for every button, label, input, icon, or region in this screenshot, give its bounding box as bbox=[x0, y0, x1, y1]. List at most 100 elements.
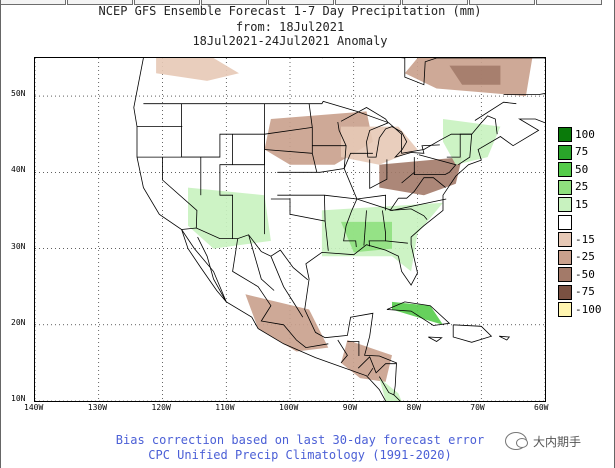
border-line-17 bbox=[162, 157, 198, 229]
lon-label-60W: 60W bbox=[534, 403, 549, 412]
lon-label-70W: 70W bbox=[470, 403, 485, 412]
forecast-init-date: from: 18Jul2021 bbox=[235, 20, 345, 34]
border-line-37 bbox=[446, 133, 473, 166]
border-line-44 bbox=[248, 234, 275, 291]
border-line-47 bbox=[357, 356, 397, 374]
wechat-icon bbox=[505, 432, 528, 450]
watermark-text: 大内期手 bbox=[533, 434, 582, 449]
legend-swatch-2 bbox=[558, 162, 572, 177]
lon-label-140W: 140W bbox=[24, 403, 44, 412]
tab-6[interactable]: Accum bbox=[402, 0, 468, 5]
border-line-0 bbox=[133, 58, 387, 401]
border-line-45 bbox=[337, 339, 348, 364]
lat-label-40N: 40N bbox=[11, 165, 26, 175]
tab-4[interactable]: Accum bbox=[268, 0, 334, 5]
legend-swatch-7 bbox=[558, 249, 572, 265]
legend-label-9: -75 bbox=[575, 285, 595, 298]
tab-8[interactable]: Accum bbox=[536, 0, 602, 5]
watermark: 大内期手 bbox=[505, 428, 615, 454]
lat-lon-grid bbox=[35, 58, 545, 401]
legend-label-0: 100 bbox=[575, 127, 595, 141]
border-line-34 bbox=[385, 240, 408, 244]
legend-label-10: -100 bbox=[575, 302, 602, 316]
tab-2[interactable]: Accum bbox=[134, 0, 200, 5]
forecast-period: 18Jul2021-24Jul2021 Anomaly bbox=[192, 34, 388, 48]
border-line-32 bbox=[363, 210, 367, 246]
border-line-14 bbox=[474, 101, 517, 121]
lon-label-130W: 130W bbox=[87, 403, 108, 412]
lon-label-80W: 80W bbox=[406, 403, 421, 412]
border-line-5 bbox=[452, 324, 493, 343]
anomaly-region-central-canada-dry bbox=[156, 58, 239, 81]
border-line-13 bbox=[503, 93, 545, 95]
legend-label-4: 15 bbox=[575, 197, 589, 211]
legend-label-2: 50 bbox=[575, 162, 589, 176]
border-line-1 bbox=[181, 229, 227, 303]
lon-label-100W: 100W bbox=[279, 403, 299, 412]
border-line-35 bbox=[369, 159, 388, 189]
anomaly-region-mexico-dry bbox=[245, 294, 329, 352]
border-line-46 bbox=[347, 341, 360, 356]
border-line-6 bbox=[428, 336, 443, 342]
anomaly-region-southwest-wet bbox=[188, 187, 271, 249]
climatology-note: CPC Unified Precip Climatology (1991-202… bbox=[148, 448, 452, 462]
anomaly-region-central-america-wet bbox=[379, 378, 402, 401]
border-line-3 bbox=[304, 278, 401, 401]
bias-correction-note: Bias correction based on last 30-day for… bbox=[115, 433, 485, 447]
left-frame-line bbox=[0, 0, 1, 468]
lat-label-50N: 50N bbox=[11, 89, 26, 99]
anomaly-region-upper-midwest-dry bbox=[341, 126, 418, 165]
anomaly-region-gulf-coast-wet bbox=[341, 221, 392, 253]
border-line-42 bbox=[232, 238, 329, 349]
legend-swatch-10 bbox=[558, 302, 572, 317]
tab-3[interactable]: Anom bbox=[201, 0, 267, 5]
anomaly-region-cuba-wet bbox=[392, 301, 443, 325]
legend-label-7: -25 bbox=[575, 250, 595, 263]
border-line-9 bbox=[181, 227, 309, 281]
lon-label-110W: 110W bbox=[215, 403, 235, 412]
color-legend: 100 75 50 25 15 -15 -25 -50 -75 -100 bbox=[558, 127, 615, 332]
border-line-28 bbox=[324, 195, 326, 222]
border-line-39 bbox=[389, 197, 428, 220]
lat-label-30N: 30N bbox=[11, 241, 26, 251]
legend-label-1: 75 bbox=[575, 145, 589, 158]
border-line-7 bbox=[498, 335, 511, 341]
tab-1[interactable]: Anom bbox=[67, 0, 133, 5]
legend-swatch-9 bbox=[558, 284, 572, 300]
precip-anomaly-map bbox=[34, 57, 546, 402]
border-line-48 bbox=[367, 367, 374, 377]
border-line-23 bbox=[264, 127, 313, 135]
border-line-4 bbox=[386, 301, 451, 326]
map-canvas bbox=[35, 58, 545, 401]
anomaly-region-hudson-bay-core-dry bbox=[449, 65, 501, 85]
legend-swatch-1 bbox=[558, 144, 572, 160]
lon-label-90W: 90W bbox=[342, 403, 358, 412]
legend-swatch-0 bbox=[558, 127, 572, 142]
anomaly-region-new-england-wet bbox=[443, 119, 501, 165]
product-tab-bar: AccumAnomAccumAnomAccumAnomAccumAnomAccu… bbox=[0, 0, 615, 5]
border-line-40 bbox=[356, 194, 387, 211]
border-line-10 bbox=[340, 107, 440, 158]
legend-swatch-3 bbox=[558, 179, 572, 195]
border-line-41 bbox=[401, 171, 415, 184]
lat-label-20N: 20N bbox=[11, 317, 26, 327]
border-line-11 bbox=[321, 58, 437, 86]
legend-swatch-8 bbox=[558, 267, 572, 282]
legend-label-6: -15 bbox=[575, 232, 595, 246]
tab-5[interactable]: Anom bbox=[335, 0, 401, 5]
border-line-31 bbox=[337, 121, 358, 248]
border-line-49 bbox=[378, 376, 395, 396]
lon-label-120W: 120W bbox=[151, 403, 171, 412]
anomaly-region-mid-atlantic-dry bbox=[379, 157, 463, 196]
border-line-8 bbox=[143, 100, 498, 154]
political-borders bbox=[133, 58, 545, 401]
border-line-2 bbox=[305, 118, 545, 286]
lat-label-10N: 10N bbox=[11, 394, 26, 403]
border-line-27 bbox=[270, 198, 329, 251]
border-line-24 bbox=[264, 149, 313, 154]
legend-swatch-5 bbox=[558, 214, 572, 230]
border-line-38 bbox=[398, 177, 446, 199]
tab-7[interactable]: Anom bbox=[469, 0, 535, 5]
legend-swatch-4 bbox=[558, 197, 572, 212]
legend-swatch-6 bbox=[558, 232, 572, 247]
